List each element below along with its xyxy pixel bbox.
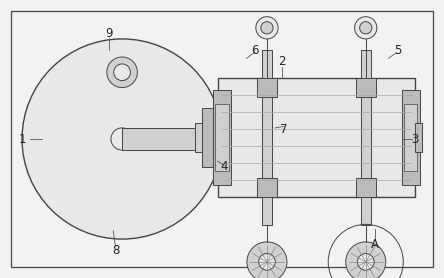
Text: 2: 2 <box>278 55 285 68</box>
Circle shape <box>107 57 137 88</box>
Bar <box>213 90 231 185</box>
Text: 6: 6 <box>252 44 259 56</box>
Bar <box>218 78 415 197</box>
Circle shape <box>258 254 275 270</box>
Bar <box>195 123 202 152</box>
Text: 1: 1 <box>19 133 26 145</box>
Circle shape <box>357 254 374 270</box>
Circle shape <box>346 242 386 278</box>
Circle shape <box>114 64 131 81</box>
Bar <box>415 123 422 152</box>
Circle shape <box>111 128 133 150</box>
Bar <box>122 128 218 150</box>
Text: 8: 8 <box>112 244 119 257</box>
Text: A: A <box>371 238 379 251</box>
Text: 5: 5 <box>394 44 401 56</box>
Circle shape <box>261 22 273 34</box>
Circle shape <box>247 242 287 278</box>
Text: 3: 3 <box>412 133 419 145</box>
Bar <box>356 78 376 97</box>
Text: 4: 4 <box>221 160 228 173</box>
Bar <box>257 78 277 97</box>
Circle shape <box>256 17 278 39</box>
Bar <box>402 90 420 185</box>
Bar <box>404 104 417 171</box>
Circle shape <box>360 22 372 34</box>
Bar <box>257 178 277 197</box>
Bar <box>262 50 272 225</box>
Bar <box>202 108 213 167</box>
Bar <box>215 104 229 171</box>
Circle shape <box>22 39 222 239</box>
Bar <box>356 178 376 197</box>
Text: 9: 9 <box>105 27 112 40</box>
Text: 7: 7 <box>281 123 288 136</box>
Circle shape <box>355 17 377 39</box>
Bar <box>361 50 371 225</box>
